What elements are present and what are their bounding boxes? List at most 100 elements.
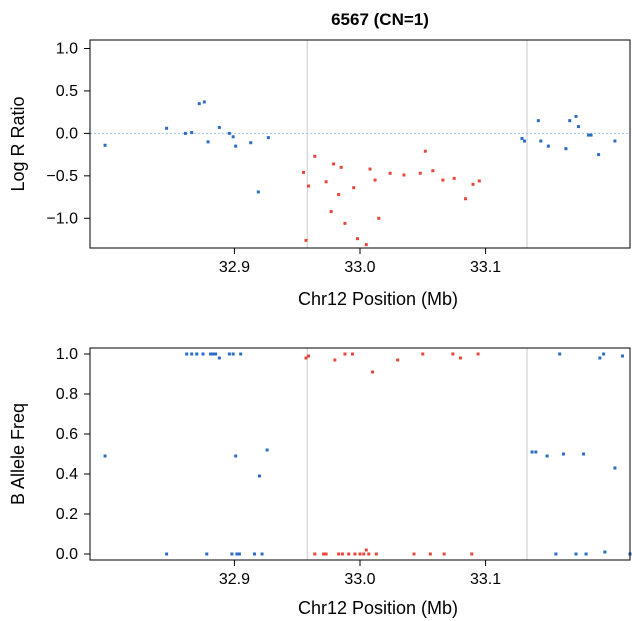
deleted-region-point	[412, 552, 416, 556]
deleted-region-point	[442, 552, 446, 556]
deleted-region-point	[364, 243, 368, 247]
deleted-region-point	[470, 552, 474, 556]
data-point	[587, 133, 591, 137]
data-point	[165, 552, 169, 556]
deleted-region-point	[339, 165, 343, 169]
y-tick-label: 0.0	[56, 546, 78, 563]
log-r-ratio-panel: 1.0 0.5 0.0 −0.5 −1.0 32.9 33.0 33.1 Chr12 Posit…	[8, 10, 631, 309]
data-point	[206, 140, 210, 144]
x-tick-label: 32.9	[219, 571, 250, 588]
deleted-region-point	[377, 216, 381, 220]
deleted-region-point	[431, 169, 435, 173]
data-point	[201, 352, 205, 356]
data-point	[620, 354, 624, 358]
deleted-region-point	[329, 209, 333, 213]
data-point	[603, 550, 607, 554]
deleted-region-point	[350, 352, 354, 356]
data-point	[234, 144, 238, 148]
data-point	[597, 153, 601, 157]
data-point	[197, 102, 201, 106]
data-point	[202, 100, 206, 104]
deleted-region-point	[368, 167, 372, 171]
deleted-region-point	[364, 548, 368, 552]
deleted-region-point	[304, 356, 308, 360]
deleted-region-point	[340, 552, 344, 556]
data-point	[577, 125, 581, 129]
deleted-region-point	[374, 552, 378, 556]
data-point	[554, 552, 558, 556]
data-point	[185, 352, 189, 356]
data-point	[613, 466, 617, 470]
y-tick-label: 0.5	[56, 83, 78, 100]
deleted-region-point	[301, 170, 305, 174]
data-point	[103, 143, 107, 147]
deleted-region-point	[367, 552, 371, 556]
data-point	[265, 448, 269, 452]
deleted-region-point	[471, 182, 475, 186]
data-point	[520, 136, 524, 140]
data-point	[546, 144, 550, 148]
deleted-region-point	[418, 171, 422, 175]
deleted-region-point	[353, 552, 357, 556]
data-point	[249, 141, 253, 145]
deleted-region-point	[451, 352, 455, 356]
deleted-region-point	[324, 180, 328, 184]
y-tick-label: 1.0	[56, 40, 78, 57]
data-point	[165, 126, 169, 130]
data-point	[582, 452, 586, 456]
data-point	[237, 552, 241, 556]
data-point	[234, 454, 238, 458]
deleted-region-point	[428, 552, 432, 556]
deleted-region-point	[423, 149, 427, 153]
y-tick-label: 0.2	[56, 506, 78, 523]
y-tick-label: −0.5	[46, 168, 78, 185]
data-point	[227, 131, 231, 135]
deleted-region-point	[313, 154, 317, 158]
deleted-region-point	[343, 221, 347, 225]
data-point	[183, 131, 187, 135]
data-point	[266, 136, 270, 140]
data-point	[103, 454, 107, 458]
y-axis-label: B Allele Freq	[8, 403, 28, 505]
deleted-region-point	[421, 352, 425, 356]
data-point	[530, 450, 534, 454]
data-point	[574, 552, 578, 556]
y-tick-label: 0.6	[56, 426, 78, 443]
data-point	[602, 352, 606, 356]
x-axis-label: Chr12 Position (Mb)	[298, 289, 458, 309]
deleted-region-point	[452, 176, 456, 180]
data-point	[613, 139, 617, 143]
deleted-region-point	[347, 552, 351, 556]
b-allele-freq-panel: 1.0 0.8 0.6 0.4 0.2 0.0 32.9 33.0 33.1 Chr12 Posi…	[8, 346, 632, 618]
deleted-region-point	[307, 184, 311, 188]
y-tick-label: 0.8	[56, 386, 78, 403]
data-point	[209, 352, 213, 356]
data-point	[589, 133, 593, 137]
data-point	[568, 119, 572, 123]
deleted-region-point	[402, 173, 406, 177]
deleted-region-point	[337, 193, 341, 197]
deleted-region-point	[304, 238, 308, 242]
deleted-region-point	[343, 352, 347, 356]
data-point	[217, 125, 221, 129]
x-tick-label: 33.1	[470, 259, 501, 276]
data-point	[260, 552, 264, 556]
data-point	[214, 352, 218, 356]
data-point	[536, 119, 540, 123]
data-point	[598, 356, 602, 360]
data-point	[231, 135, 235, 139]
data-point	[574, 114, 578, 118]
y-axis-label: Log R Ratio	[8, 96, 28, 191]
deleted-region-point	[371, 370, 375, 374]
y-tick-label: 0.0	[56, 125, 78, 142]
data-point	[190, 131, 194, 135]
deleted-region-point	[463, 197, 467, 201]
data-point	[230, 552, 234, 556]
data-point	[258, 474, 262, 478]
data-point	[564, 147, 568, 151]
data-point	[256, 190, 260, 194]
data-point	[227, 352, 231, 356]
x-tick-label: 33.0	[344, 571, 375, 588]
data-point	[545, 454, 549, 458]
